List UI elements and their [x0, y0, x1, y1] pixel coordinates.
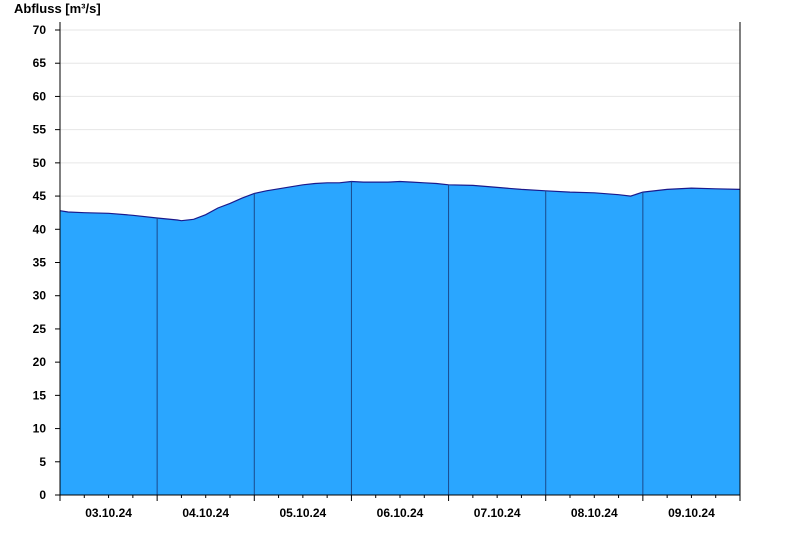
x-tick-label: 07.10.24: [474, 506, 521, 520]
y-tick-label: 50: [33, 156, 47, 170]
x-tick-label: 08.10.24: [571, 506, 618, 520]
y-tick-label: 15: [33, 388, 47, 402]
y-tick-label: 0: [39, 488, 46, 502]
x-tick-label: 04.10.24: [182, 506, 229, 520]
y-axis-title: Abfluss [m³/s]: [14, 1, 101, 16]
y-axis-ticks: 0 5 10 15 20 25 30 35 40 45 50 55 60 65 70: [33, 23, 60, 502]
y-tick-label: 70: [33, 23, 47, 37]
y-tick-label: 25: [33, 322, 47, 336]
x-tick-label: 05.10.24: [279, 506, 326, 520]
y-tick-label: 55: [33, 123, 47, 137]
y-tick-label: 30: [33, 289, 47, 303]
y-tick-label: 10: [33, 422, 47, 436]
y-tick-label: 20: [33, 355, 47, 369]
x-axis-ticks: 03.10.24 04.10.24 05.10.24 06.10.24 07.10.24…: [59, 495, 741, 520]
y-tick-label: 5: [39, 455, 46, 469]
day-boundary-lines: [156, 181, 644, 495]
x-tick-label: 06.10.24: [377, 506, 424, 520]
x-tick-label: 09.10.24: [668, 506, 715, 520]
y-tick-label: 65: [33, 56, 47, 70]
y-tick-label: 45: [33, 189, 47, 203]
y-tick-label: 35: [33, 256, 47, 270]
discharge-area: [60, 181, 740, 495]
x-tick-label: 03.10.24: [85, 506, 132, 520]
y-tick-label: 40: [33, 222, 47, 236]
y-tick-label: 60: [33, 89, 47, 103]
